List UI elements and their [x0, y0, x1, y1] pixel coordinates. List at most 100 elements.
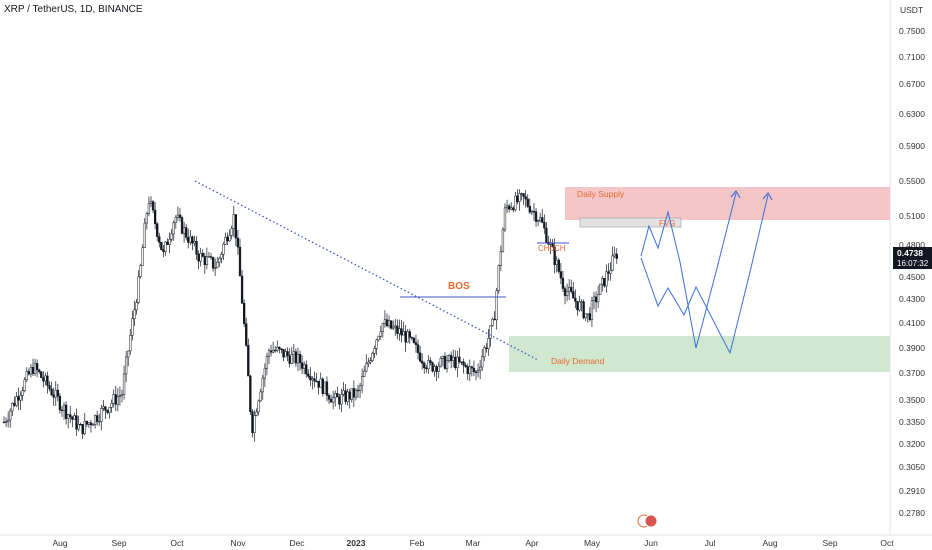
candle-body [151, 201, 155, 211]
candle-body [305, 364, 308, 375]
candle-body [375, 339, 378, 349]
candle-body [478, 366, 482, 371]
candle-body [576, 301, 579, 311]
candle-body [96, 415, 99, 422]
candle-body [240, 275, 244, 304]
candle-body [203, 256, 206, 265]
candle-body [6, 419, 10, 422]
candle-body [394, 325, 397, 328]
candle-body [116, 396, 120, 405]
bos-label: BOS [448, 281, 470, 292]
candle-body [603, 278, 606, 287]
candle-body [510, 207, 513, 210]
candle-body [389, 320, 393, 329]
candle-body [402, 331, 405, 336]
candle-body [605, 271, 608, 287]
candle-body [435, 366, 438, 372]
candle-body [218, 257, 221, 263]
candle-body [369, 360, 372, 363]
y-tick-label: 0.3050 [899, 462, 925, 472]
candle-body [60, 409, 64, 412]
x-tick-label: Jul [705, 538, 716, 548]
candle-body [414, 342, 418, 345]
candle-body [433, 366, 436, 372]
candle-body [166, 241, 169, 245]
x-tick-label: Aug [762, 538, 777, 548]
us-flag-icon[interactable] [644, 514, 658, 528]
projection-path-2 [640, 194, 769, 355]
candle-body [67, 414, 70, 419]
countdown-timer: 16:07:32 [897, 259, 929, 268]
candle-body [594, 296, 598, 303]
candle-body [470, 366, 474, 369]
daily-demand-zone [509, 336, 890, 372]
candle-body [21, 390, 24, 396]
candle-body [73, 415, 76, 420]
candle-body [565, 291, 569, 296]
candle-body [236, 237, 240, 248]
candle-body [418, 352, 422, 362]
candle-body [416, 344, 420, 354]
candle-body [189, 236, 192, 243]
candle-body [462, 361, 465, 366]
candle-body [485, 347, 488, 349]
candle-body [425, 367, 428, 370]
candle-body [483, 347, 486, 358]
candle-body [441, 356, 445, 359]
candle-body [574, 297, 577, 302]
candle-body [379, 331, 382, 337]
candle-body [118, 395, 122, 398]
candle-body [611, 255, 614, 271]
candle-body [98, 421, 101, 423]
candle-body [114, 394, 117, 405]
candle-body [495, 290, 498, 321]
candle-body [164, 241, 167, 252]
candle-body [176, 214, 180, 218]
candle-body [408, 331, 411, 338]
candle-body [160, 242, 163, 250]
candle-body [48, 385, 51, 390]
y-tick-label: 0.3900 [899, 343, 925, 353]
y-tick-label: 0.4500 [899, 272, 925, 282]
candle-body [340, 394, 343, 405]
candle-body [193, 241, 196, 244]
candle-body [147, 203, 151, 214]
candle-body [315, 380, 318, 383]
candle-body [599, 283, 602, 295]
candle-body [81, 424, 84, 435]
candle-body [458, 356, 461, 362]
candle-body [338, 396, 341, 405]
candle-body [400, 328, 403, 336]
y-tick-label: 0.2780 [899, 508, 925, 518]
candle-body [137, 276, 140, 303]
candle-body [530, 211, 534, 213]
candle-body [541, 217, 544, 223]
candle-body [284, 351, 287, 358]
candle-body [381, 323, 384, 332]
x-tick-label: Aug [52, 538, 67, 548]
candle-body [532, 211, 536, 213]
candle-body [290, 354, 293, 364]
candle-body [489, 325, 492, 339]
trend-line [194, 180, 539, 361]
candle-body [514, 195, 517, 211]
candle-body [238, 246, 242, 277]
current-price-tag [893, 247, 932, 269]
candle-body [607, 271, 610, 274]
candle-body [445, 360, 449, 369]
candle-body [102, 406, 105, 409]
candle-body [410, 337, 413, 339]
candle-body [317, 380, 320, 388]
candle-body [311, 378, 314, 381]
candle-body [336, 393, 339, 398]
y-tick-label: 0.7500 [899, 26, 925, 36]
candle-body [373, 348, 376, 354]
x-axis-ticks: Aug Sep Oct Nov Dec 2023 Feb Mar Apr May Jun Jul Aug… [52, 538, 894, 548]
candle-body [29, 367, 33, 375]
candle-body [609, 269, 612, 274]
candle-body [431, 362, 434, 372]
x-tick-label: Sep [822, 538, 837, 548]
candle-body [460, 361, 463, 363]
y-tick-label: 0.5100 [899, 211, 925, 221]
